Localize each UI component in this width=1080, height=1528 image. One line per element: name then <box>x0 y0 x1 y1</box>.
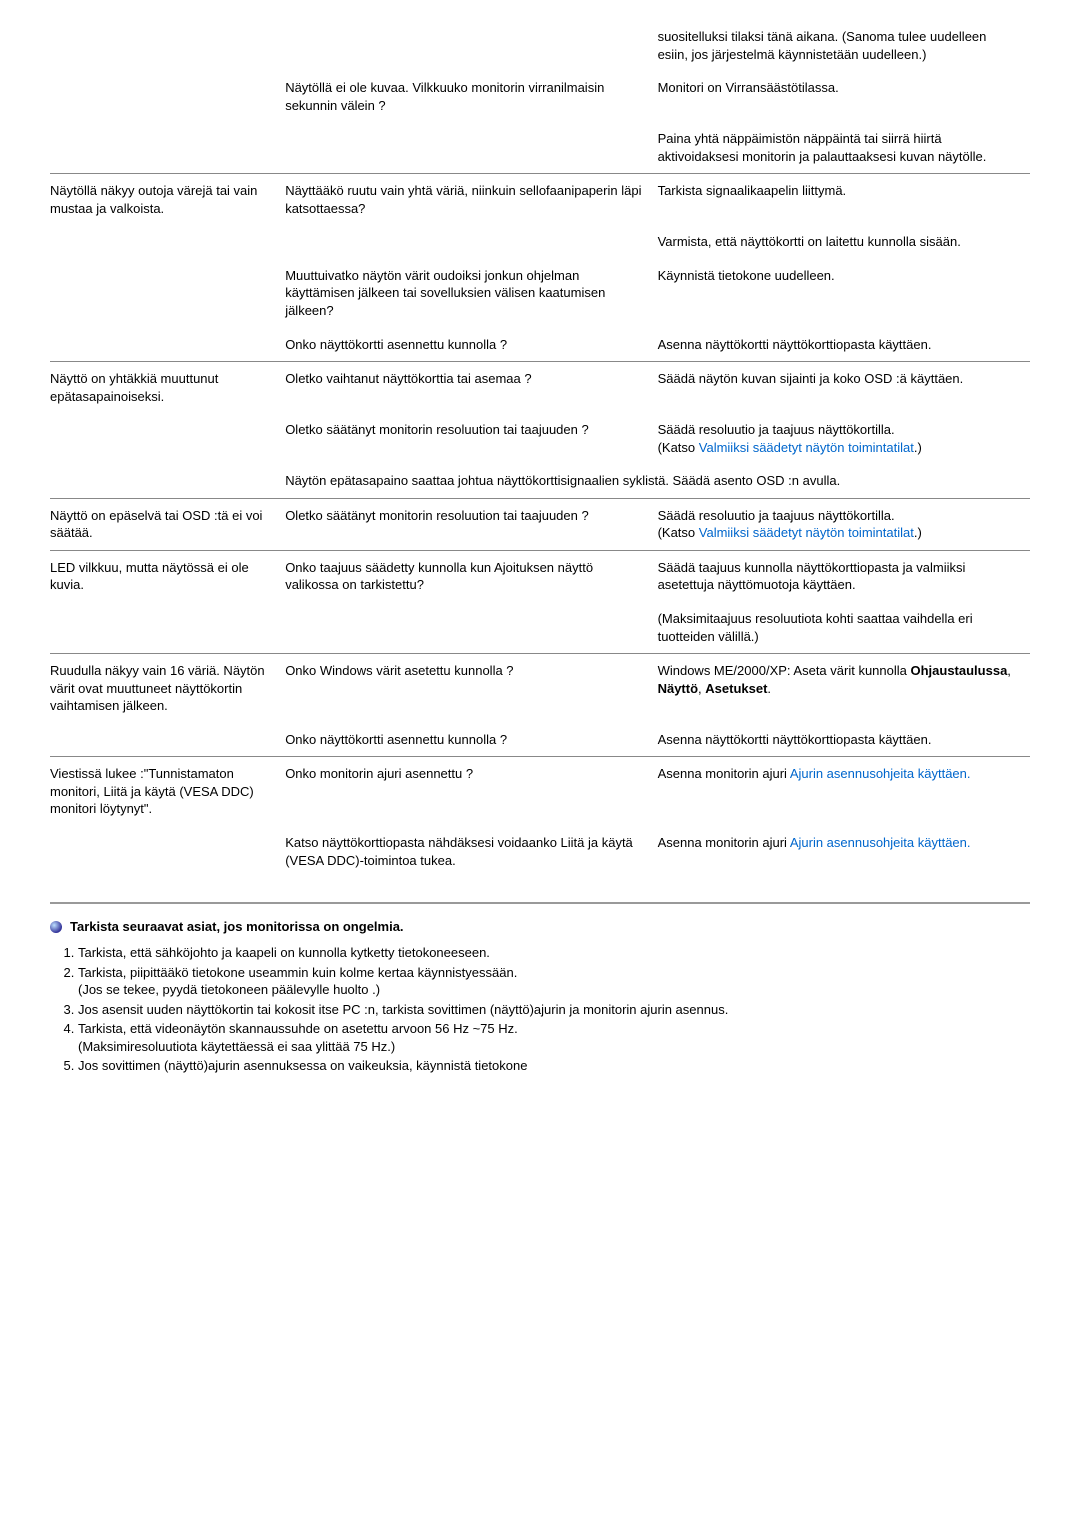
question-cell <box>285 225 657 259</box>
solution-cell: (Maksimitaajuus resoluutiota kohti saatt… <box>658 602 1030 654</box>
solution-cell: Säädä taajuus kunnolla näyttökorttiopast… <box>658 550 1030 602</box>
symptom-cell <box>50 259 285 328</box>
solution-cell: Säädä näytön kuvan sijainti ja koko OSD … <box>658 362 1030 414</box>
check-item: Tarkista, että sähköjohto ja kaapeli on … <box>78 944 1030 962</box>
symptom-cell: Näyttö on yhtäkkiä muuttunut epätasapain… <box>50 362 285 414</box>
check-item: Tarkista, että videonäytön skannaussuhde… <box>78 1020 1030 1055</box>
symptom-cell <box>50 826 285 877</box>
check-item: Jos sovittimen (näyttö)ajurin asennukses… <box>78 1057 1030 1075</box>
troubleshoot-table: suositelluksi tilaksi tänä aikana. (Sano… <box>50 20 1030 877</box>
solution-cell: Asenna monitorin ajuri Ajurin asennusohj… <box>658 757 1030 826</box>
question-cell: Onko näyttökortti asennettu kunnolla ? <box>285 328 657 362</box>
solution-cell: Säädä resoluutio ja taajuus näyttökortil… <box>658 498 1030 550</box>
note-cell: Näytön epätasapaino saattaa johtua näytt… <box>285 464 1030 498</box>
symptom-cell: Viestissä lukee :"Tunnistamaton monitori… <box>50 757 285 826</box>
solution-cell: suositelluksi tilaksi tänä aikana. (Sano… <box>658 20 1030 71</box>
solution-cell: Asenna näyttökortti näyttökorttiopasta k… <box>658 328 1030 362</box>
solution-cell: Asenna näyttökortti näyttökorttiopasta k… <box>658 723 1030 757</box>
symptom-cell <box>50 413 285 464</box>
symptom-cell <box>50 328 285 362</box>
solution-cell: Monitori on Virransäästötilassa. <box>658 71 1030 122</box>
symptom-cell <box>50 71 285 122</box>
check-item: Jos asensit uuden näyttökortin tai kokos… <box>78 1001 1030 1019</box>
question-cell <box>285 602 657 654</box>
question-cell: Onko taajuus säädetty kunnolla kun Ajoit… <box>285 550 657 602</box>
check-item: Tarkista, piipittääkö tietokone useammin… <box>78 964 1030 999</box>
question-cell: Oletko säätänyt monitorin resoluution ta… <box>285 413 657 464</box>
symptom-cell: Ruudulla näkyy vain 16 väriä. Näytön vär… <box>50 654 285 723</box>
check-list: Tarkista, että sähköjohto ja kaapeli on … <box>50 944 1030 1075</box>
symptom-cell <box>50 20 285 71</box>
solution-cell: Paina yhtä näppäimistön näppäintä tai si… <box>658 122 1030 174</box>
question-cell: Onko monitorin ajuri asennettu ? <box>285 757 657 826</box>
question-cell: Onko Windows värit asetettu kunnolla ? <box>285 654 657 723</box>
solution-cell: Asenna monitorin ajuri Ajurin asennusohj… <box>658 826 1030 877</box>
question-cell <box>285 20 657 71</box>
question-cell: Onko näyttökortti asennettu kunnolla ? <box>285 723 657 757</box>
solution-cell: Tarkista signaalikaapelin liittymä. <box>658 174 1030 226</box>
question-cell: Näytöllä ei ole kuvaa. Vilkkuuko monitor… <box>285 71 657 122</box>
symptom-cell: Näyttö on epäselvä tai OSD :tä ei voi sä… <box>50 498 285 550</box>
solution-cell: Käynnistä tietokone uudelleen. <box>658 259 1030 328</box>
symptom-cell: Näytöllä näkyy outoja värejä tai vain mu… <box>50 174 285 226</box>
symptom-cell <box>50 723 285 757</box>
question-cell: Oletko vaihtanut näyttökorttia tai asema… <box>285 362 657 414</box>
check-heading-row: Tarkista seuraavat asiat, jos monitoriss… <box>50 919 1030 934</box>
question-cell: Katso näyttökorttiopasta nähdäksesi void… <box>285 826 657 877</box>
symptom-cell <box>50 464 285 498</box>
solution-cell: Windows ME/2000/XP: Aseta värit kunnolla… <box>658 654 1030 723</box>
question-cell: Oletko säätänyt monitorin resoluution ta… <box>285 498 657 550</box>
check-title: Tarkista seuraavat asiat, jos monitoriss… <box>70 919 404 934</box>
question-cell: Näyttääkö ruutu vain yhtä väriä, niinkui… <box>285 174 657 226</box>
section-divider <box>50 902 1030 904</box>
symptom-cell <box>50 225 285 259</box>
bullet-icon <box>50 921 62 933</box>
symptom-cell: LED vilkkuu, mutta näytössä ei ole kuvia… <box>50 550 285 602</box>
question-cell: Muuttuivatko näytön värit oudoiksi jonku… <box>285 259 657 328</box>
symptom-cell <box>50 602 285 654</box>
symptom-cell <box>50 122 285 174</box>
solution-cell: Säädä resoluutio ja taajuus näyttökortil… <box>658 413 1030 464</box>
question-cell <box>285 122 657 174</box>
solution-cell: Varmista, että näyttökortti on laitettu … <box>658 225 1030 259</box>
